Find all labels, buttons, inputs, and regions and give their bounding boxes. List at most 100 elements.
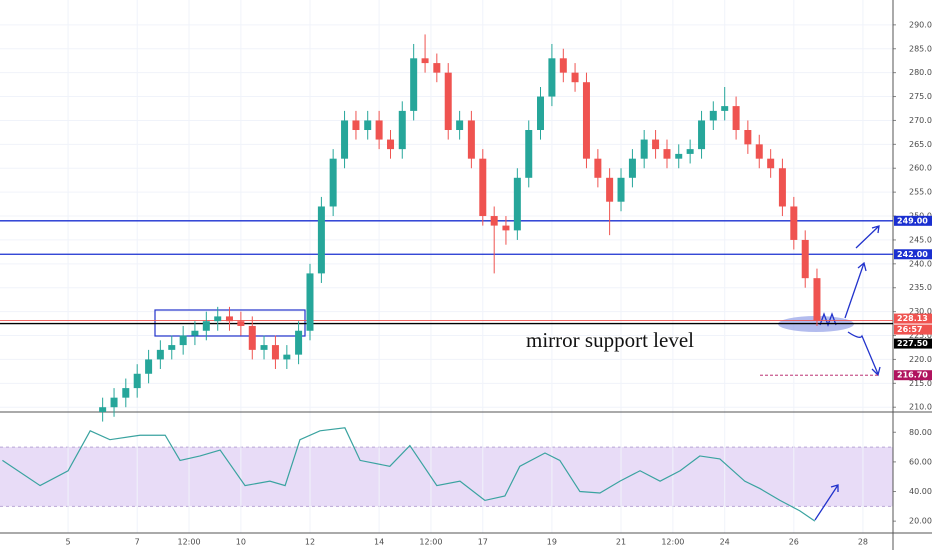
candle-body [352, 120, 360, 131]
candle-body [640, 139, 648, 159]
candle-body [317, 206, 325, 274]
candle-body [145, 359, 153, 374]
candle-body [721, 106, 729, 111]
candle-body [628, 158, 636, 178]
candle-body [444, 72, 452, 131]
candle-body [202, 321, 210, 331]
candle-body [398, 110, 406, 150]
rsi-tick-label: 60.00 [909, 457, 932, 466]
x-tick-label: 7 [135, 538, 140, 547]
candle-body [755, 144, 763, 159]
annotation: mirror support level [526, 328, 694, 352]
y-tick-label: 290.00 [909, 20, 932, 29]
x-tick-label: 12:00 [419, 538, 442, 547]
candle-body [490, 216, 498, 226]
level-label: 242.00 [897, 250, 928, 259]
candle-body [801, 239, 809, 279]
candle-body [594, 158, 602, 178]
y-tick-label: 260.00 [909, 164, 932, 173]
candle-body [652, 139, 660, 150]
x-tick-label: 26 [789, 538, 799, 547]
candle-body [479, 158, 487, 217]
countdown: 26:57 [897, 325, 922, 334]
candle-body [571, 72, 579, 83]
x-tick-label: 10 [236, 538, 246, 547]
candle-body [214, 316, 222, 322]
candle-body [248, 325, 256, 350]
x-tick-label: 21 [616, 538, 626, 547]
level-label: 216.70 [897, 371, 928, 380]
candle-body [168, 345, 176, 350]
level-label-bg [894, 370, 932, 381]
candle-body [698, 120, 706, 150]
candle-body [456, 120, 464, 131]
rsi-tick-label: 80.00 [909, 428, 932, 437]
level-label: 228.13 [897, 314, 928, 323]
rsi-line [2, 427, 816, 522]
level-label-bg [894, 313, 932, 324]
y-tick-label: 275.00 [909, 92, 932, 101]
x-tick-label: 12:00 [661, 538, 684, 547]
candle-body [271, 345, 279, 360]
countdown-bg [894, 324, 932, 335]
x-tick-label: 24 [720, 538, 730, 547]
rsi-tick-label: 40.00 [909, 487, 932, 496]
candle-body [606, 177, 614, 202]
y-tick-label: 280.00 [909, 68, 932, 77]
level-label-bg [894, 215, 932, 226]
x-tick-label: 17 [478, 538, 488, 547]
candle-body [732, 106, 740, 131]
candle-body [283, 354, 291, 360]
candle-body [686, 149, 694, 154]
candle-body [744, 130, 752, 145]
candle-body [179, 335, 187, 346]
candle-body [295, 330, 303, 355]
candle-body [525, 130, 533, 178]
y-tick-label: 235.00 [909, 283, 932, 292]
candle-body [813, 278, 821, 321]
x-tick-label: 12 [305, 538, 315, 547]
candle-body [364, 120, 372, 131]
level-label-bg [894, 249, 932, 260]
level-label: 249.00 [897, 216, 928, 225]
x-tick-label: 12:00 [178, 538, 201, 547]
candle-body [122, 388, 130, 398]
candle-body [306, 273, 314, 331]
x-tick-label: 19 [547, 538, 557, 547]
candle-body [467, 120, 475, 159]
level-label-bg [894, 338, 932, 349]
candle-body [133, 373, 141, 389]
candle-body [709, 110, 717, 121]
candle-body [110, 397, 118, 408]
candle-body [191, 330, 199, 336]
x-tick-label: 28 [858, 538, 868, 547]
candle-body [433, 63, 441, 73]
level-label: 227.50 [897, 339, 928, 348]
y-tick-label: 245.00 [909, 235, 932, 244]
rsi-band [0, 447, 893, 507]
y-tick-label: 270.00 [909, 116, 932, 125]
y-tick-label: 285.00 [909, 44, 932, 53]
candle-body [387, 139, 395, 150]
candle-body [421, 58, 429, 64]
y-tick-label: 265.00 [909, 140, 932, 149]
candle-body [548, 58, 556, 97]
candle-body [329, 158, 337, 207]
candle-body [617, 177, 625, 202]
x-tick-label: 5 [66, 538, 71, 547]
candle-body [237, 321, 245, 326]
candle-body [513, 177, 521, 231]
y-tick-label: 210.00 [909, 403, 932, 412]
y-tick-label: 220.00 [909, 355, 932, 364]
candle-body [559, 58, 567, 73]
candle-body [582, 82, 590, 159]
candle-body [260, 345, 268, 350]
candle-body [341, 120, 349, 159]
candle-body [790, 206, 798, 240]
rsi-tick-label: 20.00 [909, 517, 932, 526]
candle-body [663, 149, 671, 159]
candle-body [778, 168, 786, 207]
candle-body [502, 225, 510, 231]
y-tick-label: 230.00 [909, 307, 932, 316]
